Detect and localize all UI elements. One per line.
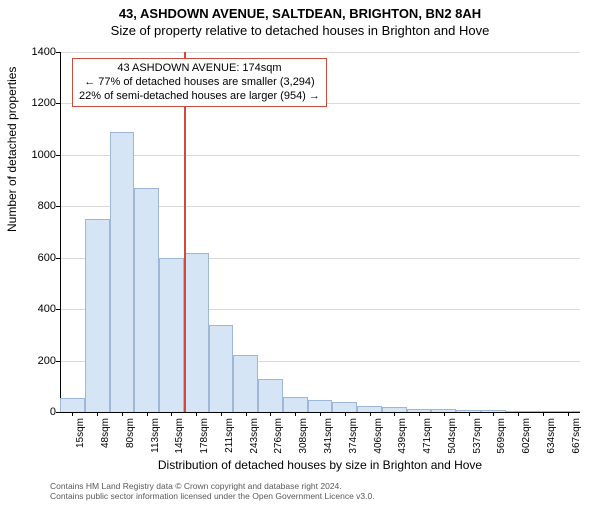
x-tick-label: 15sqm: [75, 418, 86, 448]
attribution-line2: Contains public sector information licen…: [50, 492, 375, 502]
x-tick-label: 471sqm: [422, 418, 433, 454]
histogram-bar: [85, 219, 110, 412]
plot-area: 43 ASHDOWN AVENUE: 174sqm ← 77% of detac…: [60, 52, 580, 412]
x-tick-label: 243sqm: [249, 418, 260, 454]
x-tick-label: 602sqm: [521, 418, 532, 454]
attribution-footer: Contains HM Land Registry data © Crown c…: [50, 482, 375, 502]
x-tick-label: 308sqm: [298, 418, 309, 454]
x-tick-label: 113sqm: [150, 418, 161, 453]
y-tick-label: 1200: [32, 97, 56, 109]
y-tick-label: 800: [38, 200, 56, 212]
histogram-bar: [530, 411, 555, 412]
y-axis-label: Number of detached properties: [5, 67, 19, 232]
x-tick-label: 374sqm: [348, 418, 359, 454]
x-tick-label: 48sqm: [100, 418, 111, 448]
x-tick-label: 145sqm: [174, 418, 185, 454]
x-tick-label: 80sqm: [125, 418, 136, 448]
histogram-bar: [456, 410, 481, 412]
info-box: 43 ASHDOWN AVENUE: 174sqm ← 77% of detac…: [72, 58, 327, 107]
y-tick-label: 400: [38, 303, 56, 315]
chart-subtitle: Size of property relative to detached ho…: [0, 23, 600, 38]
histogram-bar: [258, 379, 283, 412]
x-axis-line: [60, 412, 580, 413]
histogram-bar: [184, 253, 209, 412]
y-tick-label: 600: [38, 252, 56, 264]
histogram-bar: [407, 409, 432, 412]
histogram-bar: [357, 406, 382, 412]
y-tick-label: 1400: [32, 46, 56, 58]
histogram-bar: [134, 188, 159, 412]
histogram-bar: [283, 397, 308, 412]
chart-container: 43, ASHDOWN AVENUE, SALTDEAN, BRIGHTON, …: [0, 6, 600, 506]
grid-line: [60, 52, 580, 53]
x-tick-label: 667sqm: [571, 418, 582, 454]
histogram-bar: [431, 409, 456, 412]
x-tick-label: 634sqm: [546, 418, 557, 454]
y-tick-label: 1000: [32, 149, 56, 161]
histogram-bar: [506, 411, 531, 412]
x-axis-label: Distribution of detached houses by size …: [60, 458, 580, 472]
y-axis-line: [60, 52, 61, 412]
y-tick-label: 200: [38, 355, 56, 367]
histogram-bar: [110, 132, 135, 412]
x-tick-label: 537sqm: [472, 418, 483, 454]
info-box-line1: 43 ASHDOWN AVENUE: 174sqm: [79, 62, 320, 76]
x-tick-label: 504sqm: [447, 418, 458, 454]
x-tick-label: 341sqm: [323, 418, 334, 454]
x-tick-label: 439sqm: [397, 418, 408, 454]
y-tick-label: 0: [50, 406, 56, 418]
histogram-bar: [159, 258, 184, 412]
histogram-bar: [382, 407, 407, 412]
x-tick-label: 276sqm: [273, 418, 284, 454]
histogram-bar: [308, 400, 333, 412]
x-tick-label: 211sqm: [224, 418, 235, 453]
histogram-bar: [209, 325, 234, 412]
chart-title: 43, ASHDOWN AVENUE, SALTDEAN, BRIGHTON, …: [0, 6, 600, 21]
x-tick-label: 178sqm: [199, 418, 210, 454]
histogram-bar: [481, 410, 506, 412]
histogram-bar: [60, 398, 85, 412]
info-box-line3: 22% of semi-detached houses are larger (…: [79, 90, 320, 104]
x-tick-label: 406sqm: [373, 418, 384, 454]
histogram-bar: [233, 355, 258, 412]
grid-line: [60, 155, 580, 156]
x-tick-label: 569sqm: [496, 418, 507, 454]
histogram-bar: [555, 411, 580, 412]
info-box-line2: ← 77% of detached houses are smaller (3,…: [79, 76, 320, 90]
histogram-bar: [332, 402, 357, 412]
